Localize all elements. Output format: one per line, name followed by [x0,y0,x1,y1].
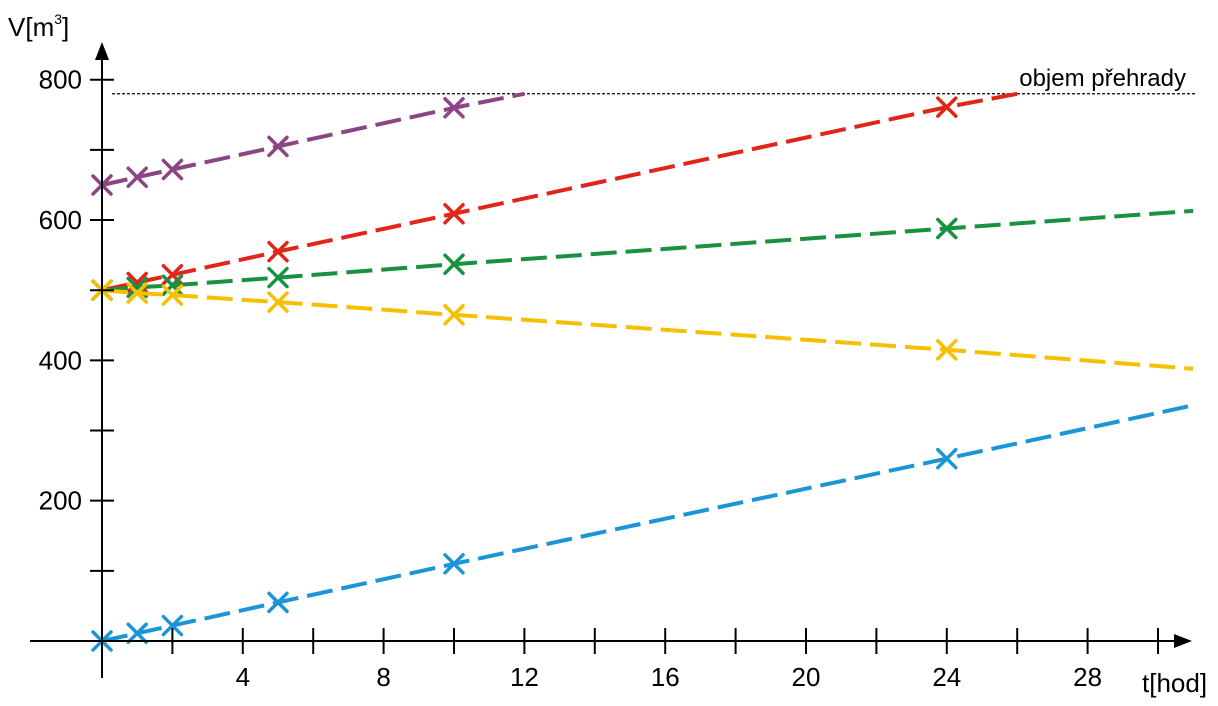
data-point [267,591,289,614]
x-tick-label: 8 [376,662,390,692]
x-tick-label: 20 [792,662,821,692]
y-tick-label: 400 [39,345,82,375]
x-axis-arrow [1174,634,1192,648]
y-ticks: 200 400 600 800 [39,65,114,572]
series-line [101,288,1194,371]
data-point [126,622,148,645]
y-axis-label-main: V[m [8,12,54,42]
series-1 [91,91,525,196]
data-point [267,266,289,289]
data-point [161,284,184,306]
x-tick-label: 4 [236,662,250,692]
series-line [101,91,525,187]
data-point [443,304,465,326]
y-axis-label-end: ] [62,12,69,42]
data-point [267,291,289,313]
series-2 [91,91,1018,301]
x-tick-label: 16 [651,662,680,692]
series-group [91,91,1194,652]
series-line [101,208,1194,293]
axes-group: 4 8 12 16 20 24 28 200 400 600 800 t[hod] V[m3] [8,11,1207,698]
x-tick-label: 12 [510,662,539,692]
y-axis-arrow [95,42,109,60]
series-5 [91,403,1194,652]
x-tick-label: 28 [1073,662,1102,692]
x-axis-label: t[hod] [1142,668,1207,698]
data-point [936,96,958,118]
reservoir-capacity-label: objem přehrady [1019,65,1186,92]
y-tick-label: 600 [39,205,82,235]
data-point [936,217,958,240]
data-point [443,253,465,275]
reference-line-group: objem přehrady [112,65,1196,95]
data-point [267,240,289,263]
x-tick-label: 24 [932,662,961,692]
data-point [443,202,465,225]
series-line [101,403,1194,643]
data-point [443,553,465,575]
y-axis-label: V[m3] [8,11,69,42]
x-ticks: 4 8 12 16 20 24 28 [171,628,1159,692]
data-point [126,282,148,304]
y-axis-label-superscript: 3 [54,11,62,27]
data-point [443,97,465,119]
series-line [101,91,1018,293]
data-point [936,339,958,361]
data-point [936,447,958,470]
data-point [267,135,289,158]
series-4 [91,279,1194,371]
data-point [126,166,148,188]
y-tick-label: 800 [39,65,82,95]
data-point [161,158,184,181]
data-point [161,614,184,637]
y-tick-label: 200 [39,486,82,516]
